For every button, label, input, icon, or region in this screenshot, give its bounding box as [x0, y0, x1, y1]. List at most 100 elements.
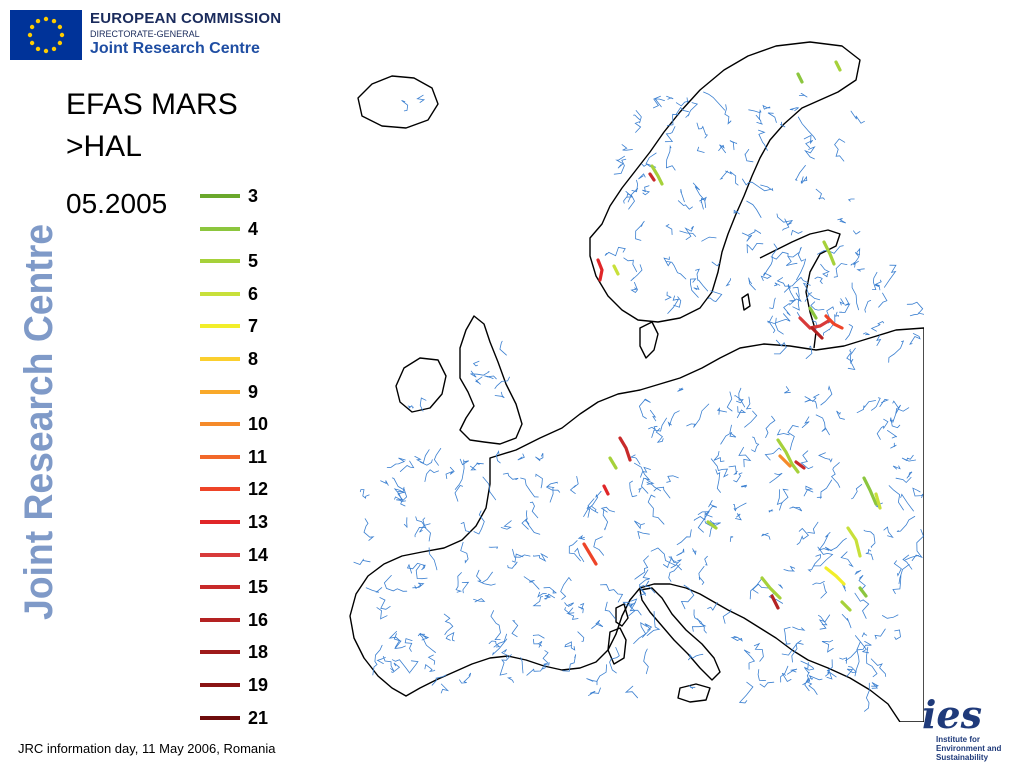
river-segment — [744, 149, 754, 163]
legend-label: 19 — [248, 675, 269, 695]
map-date: 05.2005 — [66, 188, 168, 219]
river-segment — [520, 657, 524, 674]
river-segment — [637, 487, 643, 493]
river-segment — [776, 277, 789, 287]
river-segment — [431, 674, 447, 686]
river-segment — [888, 340, 905, 363]
river-segment — [813, 546, 834, 567]
river-segment — [703, 91, 726, 111]
river-segment — [800, 175, 808, 184]
river-segment — [782, 218, 790, 231]
river-segment — [810, 301, 825, 311]
river-segment — [545, 481, 561, 493]
river-segment — [699, 196, 707, 210]
river-segment — [621, 144, 633, 151]
river-segment — [876, 418, 889, 440]
eu-star-icon — [43, 16, 49, 22]
river-segment — [781, 642, 804, 656]
river-segment — [797, 246, 805, 262]
river-segment — [440, 683, 450, 694]
river-segment — [741, 229, 762, 236]
ies-logo: ies Institute for Environment and Sustai… — [922, 692, 1001, 762]
river-segment — [820, 263, 830, 278]
river-segment — [494, 391, 505, 399]
river-segment — [688, 653, 704, 661]
river-segment — [698, 566, 705, 585]
river-segment — [665, 224, 673, 235]
river-segment — [716, 407, 727, 415]
legend-item: 11 — [198, 447, 308, 467]
river-segment — [418, 633, 436, 653]
river-segment — [823, 532, 831, 544]
river-segment — [845, 324, 854, 341]
river-segment — [690, 278, 699, 298]
river-segment — [574, 547, 585, 563]
river-segment — [864, 300, 872, 313]
river-segment — [792, 626, 806, 631]
river-segment — [693, 609, 707, 634]
river-segment — [629, 480, 638, 498]
legend-swatch — [200, 715, 240, 720]
river-segment — [836, 410, 845, 420]
river-segment — [818, 614, 828, 626]
river-segment — [587, 498, 599, 514]
river-segment — [675, 106, 689, 115]
river-segment — [424, 469, 439, 482]
river-segment — [391, 659, 411, 674]
river-segment — [476, 569, 496, 586]
river-segment — [786, 252, 799, 266]
europe-flood-map — [340, 28, 924, 722]
river-segment — [746, 242, 764, 254]
eu-star-icon — [51, 46, 57, 52]
legend-label: 4 — [248, 218, 259, 239]
river-segment — [427, 654, 436, 665]
river-segment — [871, 682, 880, 689]
river-segment — [677, 200, 693, 210]
flood-alert-segment — [648, 172, 656, 182]
river-segment — [416, 94, 426, 103]
river-segment — [414, 449, 430, 464]
river-segment — [679, 230, 697, 237]
river-segment — [564, 607, 574, 614]
river-segment — [841, 614, 852, 629]
river-segment — [776, 213, 793, 226]
legend-swatch — [200, 552, 240, 557]
legend-label: 3 — [248, 186, 259, 206]
flood-alert-segment — [834, 60, 842, 72]
river-segment — [748, 109, 762, 120]
legend-label: 5 — [248, 251, 259, 272]
river-segment — [409, 660, 419, 673]
river-segment — [634, 520, 645, 530]
river-segment — [666, 475, 679, 483]
legend-item: 16 — [198, 610, 308, 630]
river-segment — [583, 490, 602, 517]
river-segment — [846, 349, 852, 362]
river-segment — [645, 152, 657, 168]
river-segment — [853, 230, 861, 235]
river-segment — [424, 664, 436, 672]
river-segment — [787, 284, 796, 302]
river-segment — [854, 592, 870, 619]
river-segment — [722, 608, 732, 624]
river-segment — [856, 268, 865, 272]
river-segment — [564, 641, 576, 651]
river-segment — [729, 536, 734, 542]
river-segment — [634, 555, 649, 580]
river-segment — [818, 614, 831, 630]
legend-item: 14 — [198, 545, 308, 565]
river-segment — [482, 476, 497, 501]
river-segment — [847, 198, 855, 202]
header-org: EUROPEAN COMMISSION — [90, 10, 282, 27]
flood-alert-segment — [760, 576, 782, 600]
river-segment — [507, 561, 518, 569]
river-segment — [718, 144, 726, 154]
river-segment — [818, 452, 833, 463]
river-segment — [866, 646, 878, 678]
river-segment — [730, 636, 743, 642]
river-segment — [693, 285, 700, 290]
ies-line-3: Sustainability — [936, 753, 989, 762]
river-segment — [623, 191, 634, 204]
river-segment — [470, 462, 484, 471]
river-segment — [863, 529, 876, 548]
river-segment — [876, 334, 882, 346]
